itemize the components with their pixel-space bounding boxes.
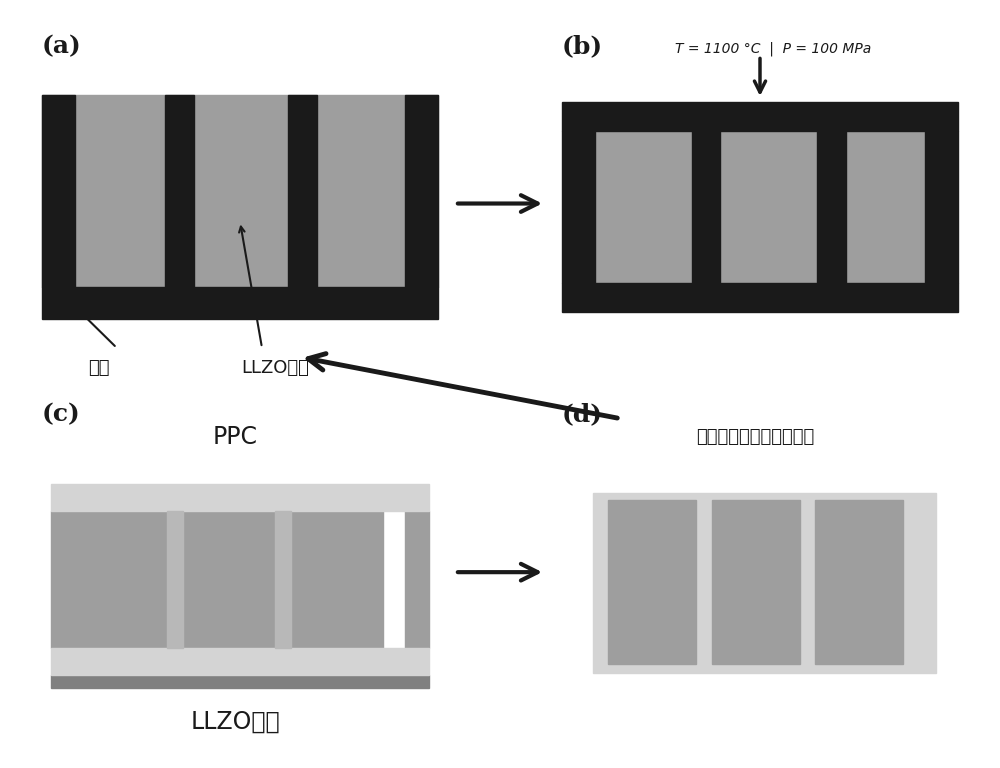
Bar [712,500,800,664]
Bar [42,95,75,286]
Bar [846,131,925,283]
Bar [720,131,817,283]
Bar [692,131,720,283]
Bar [291,511,383,648]
Text: T = 1100 °C  |  P = 100 MPa: T = 1100 °C | P = 100 MPa [675,41,871,55]
Bar [608,500,696,664]
Bar [165,95,194,286]
Bar [288,95,317,286]
Bar [42,95,438,286]
Bar [595,131,692,283]
Bar [815,500,903,664]
Bar [405,95,438,286]
Bar [51,675,429,687]
Text: 垂直通道复合固态电解质: 垂直通道复合固态电解质 [696,428,815,445]
Text: (c): (c) [42,402,81,426]
Bar [925,131,958,283]
Bar [167,511,183,648]
Bar [275,511,291,648]
Bar [562,131,595,283]
Bar [183,511,275,648]
Bar [817,131,846,283]
Bar [75,511,167,648]
Text: LLZO粉末: LLZO粉末 [241,359,309,377]
Text: (d): (d) [562,402,603,426]
Bar [51,511,75,648]
Bar [593,493,936,674]
Bar [51,484,429,511]
Bar [42,286,438,319]
Text: PPC: PPC [213,425,258,449]
Bar [405,511,429,648]
Bar [562,102,958,131]
Bar [51,648,429,675]
Bar [562,283,958,312]
Text: (a): (a) [42,34,82,58]
Text: (b): (b) [562,34,603,58]
Text: LLZO骨架: LLZO骨架 [191,710,280,733]
Text: 砧板: 砧板 [88,359,110,377]
